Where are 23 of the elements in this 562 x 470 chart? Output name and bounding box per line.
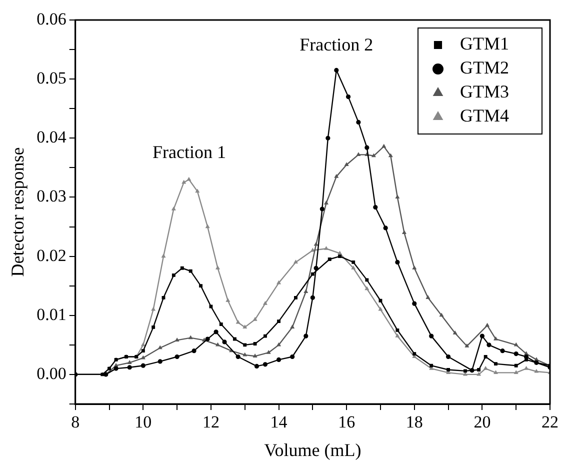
y-tick-label: 0.03 [36, 186, 66, 206]
x-tick-label: 18 [406, 412, 423, 432]
x-tick-label: 8 [71, 412, 80, 432]
x-axis-title: Volume (mL) [264, 440, 362, 460]
y-tick-label: 0.06 [36, 9, 66, 28]
y-tick-label: 0.02 [36, 246, 66, 265]
x-tick-label: 12 [202, 412, 220, 432]
annotation: Fraction 2 [300, 34, 374, 54]
x-tick-label: 10 [134, 412, 152, 432]
legend-label: GTM3 [460, 82, 509, 102]
x-tick-label: 16 [338, 412, 356, 432]
y-tick-label: 0.04 [36, 128, 67, 147]
annotation: Fraction 1 [152, 142, 226, 162]
x-tick-label: 20 [474, 412, 491, 432]
legend-label: GTM1 [460, 34, 509, 54]
y-tick-label: 0.01 [36, 304, 66, 324]
y-axis-title: Detector response [8, 147, 28, 277]
y-tick-label: 0.05 [36, 68, 66, 88]
x-tick-label: 22 [542, 412, 558, 432]
legend-label: GTM4 [460, 106, 509, 126]
legend-label: GTM2 [460, 58, 509, 78]
y-tick-label: 0.00 [36, 364, 66, 383]
x-tick-label: 14 [270, 412, 288, 432]
